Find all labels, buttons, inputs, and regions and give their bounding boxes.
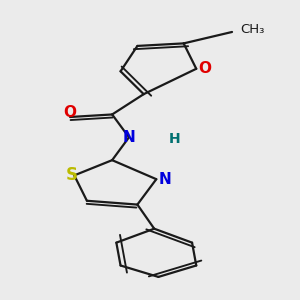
Text: O: O (64, 105, 76, 120)
Text: S: S (66, 167, 78, 184)
Text: N: N (123, 130, 135, 145)
Text: N: N (158, 172, 171, 187)
Text: CH₃: CH₃ (240, 23, 265, 36)
Text: H: H (169, 132, 181, 145)
Text: O: O (198, 61, 212, 76)
